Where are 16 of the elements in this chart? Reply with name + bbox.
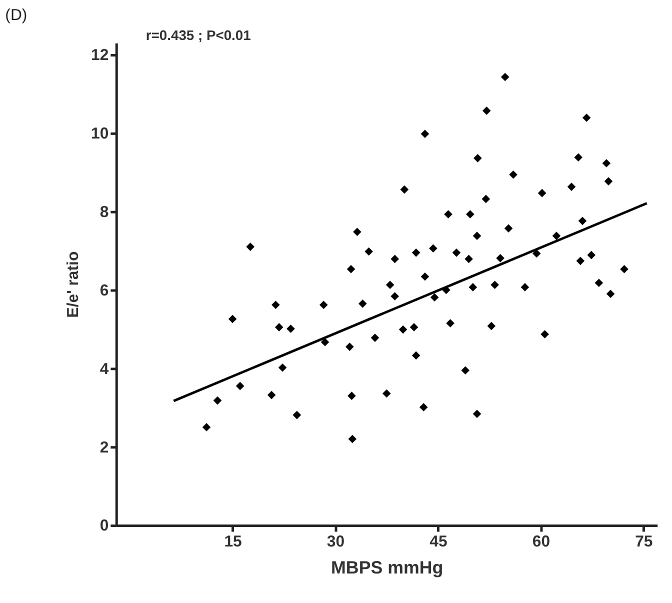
x-tick-label: 30: [326, 534, 345, 551]
y-tick-label: 0: [100, 518, 109, 535]
x-tick-label: 45: [430, 534, 448, 551]
y-tick-label: 8: [100, 204, 109, 221]
y-tick-label: 12: [91, 47, 109, 64]
y-axis-title: E/e' ratio: [65, 251, 82, 318]
x-tick-label: 15: [224, 534, 242, 551]
text: r=0.435 ; P<0.01: [146, 26, 252, 43]
x-axis-title: MBPS mmHg: [331, 557, 444, 578]
x-tick-label: 60: [532, 534, 550, 551]
x-tick-label: 75: [635, 534, 653, 551]
y-tick-label: 10: [91, 126, 109, 143]
y-tick-label: 2: [100, 439, 109, 456]
y-tick-label: 4: [100, 360, 109, 378]
y-tick-label: 6: [100, 282, 109, 300]
chart-title: (D): [5, 7, 28, 24]
